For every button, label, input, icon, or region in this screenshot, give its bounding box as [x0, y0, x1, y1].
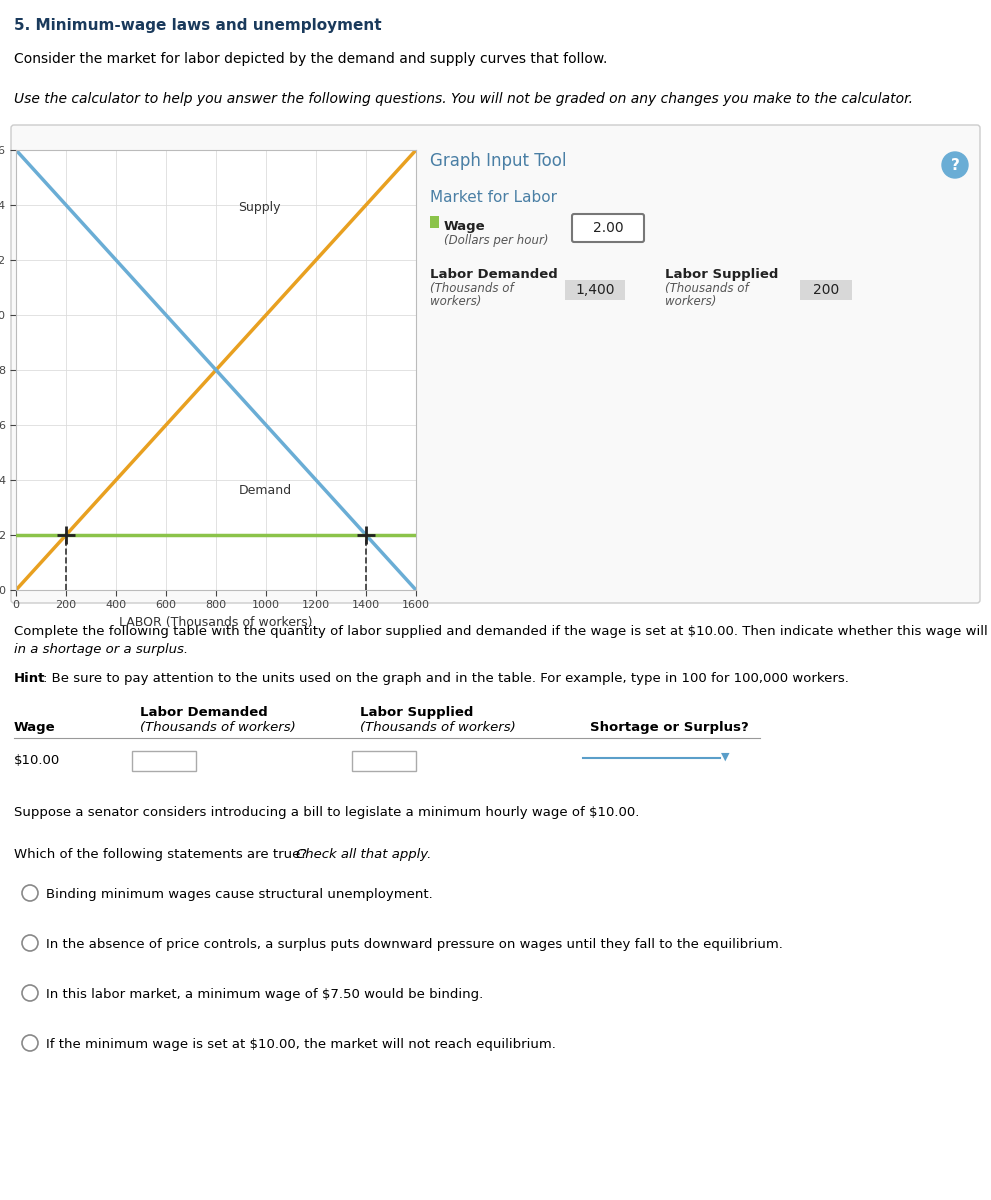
- Text: ?: ?: [950, 157, 959, 173]
- Bar: [800, 280, 852, 300]
- Text: 1,400: 1,400: [575, 283, 614, 296]
- Text: Labor Supplied: Labor Supplied: [360, 706, 474, 719]
- Text: Labor Demanded: Labor Demanded: [140, 706, 268, 719]
- Text: Market for Labor: Market for Labor: [430, 190, 557, 205]
- Text: Complete the following table with the quantity of labor supplied and demanded if: Complete the following table with the qu…: [14, 625, 991, 638]
- Text: If the minimum wage is set at $10.00, the market will not reach equilibrium.: If the minimum wage is set at $10.00, th…: [46, 1038, 556, 1051]
- Text: Which of the following statements are true?: Which of the following statements are tr…: [14, 848, 311, 862]
- Bar: [565, 280, 625, 300]
- FancyBboxPatch shape: [11, 125, 980, 602]
- Text: (Thousands of workers): (Thousands of workers): [360, 721, 515, 734]
- Text: workers): workers): [665, 295, 716, 308]
- Text: 2.00: 2.00: [593, 221, 623, 235]
- Text: Use the calculator to help you answer the following questions. You will not be g: Use the calculator to help you answer th…: [14, 92, 913, 106]
- Text: $10.00: $10.00: [14, 754, 60, 767]
- X-axis label: LABOR (Thousands of workers): LABOR (Thousands of workers): [119, 616, 313, 629]
- Text: : Be sure to pay attention to the units used on the graph and in the table. For : : Be sure to pay attention to the units …: [43, 672, 849, 685]
- FancyBboxPatch shape: [352, 751, 416, 770]
- Text: Graph Input Tool: Graph Input Tool: [430, 152, 567, 170]
- Text: Suppose a senator considers introducing a bill to legislate a minimum hourly wag: Suppose a senator considers introducing …: [14, 806, 639, 818]
- Text: Wage: Wage: [444, 220, 486, 233]
- Text: 5. Minimum-wage laws and unemployment: 5. Minimum-wage laws and unemployment: [14, 18, 382, 32]
- Text: Shortage or Surplus?: Shortage or Surplus?: [590, 721, 749, 734]
- Text: (Thousands of workers): (Thousands of workers): [140, 721, 295, 734]
- Text: Wage: Wage: [14, 721, 55, 734]
- Text: 200: 200: [813, 283, 839, 296]
- Text: Check all that apply.: Check all that apply.: [296, 848, 431, 862]
- Text: In this labor market, a minimum wage of $7.50 would be binding.: In this labor market, a minimum wage of …: [46, 988, 484, 1001]
- Text: in a shortage or a surplus.: in a shortage or a surplus.: [14, 643, 188, 656]
- FancyBboxPatch shape: [572, 214, 644, 242]
- Text: Supply: Supply: [239, 200, 281, 214]
- Text: (Dollars per hour): (Dollars per hour): [444, 234, 548, 247]
- Text: Demand: Demand: [239, 484, 291, 497]
- Text: In the absence of price controls, a surplus puts downward pressure on wages unti: In the absence of price controls, a surp…: [46, 938, 783, 950]
- Text: (Thousands of: (Thousands of: [430, 282, 513, 295]
- Text: Hint: Hint: [14, 672, 46, 685]
- Text: workers): workers): [430, 295, 482, 308]
- Text: Consider the market for labor depicted by the demand and supply curves that foll: Consider the market for labor depicted b…: [14, 52, 607, 66]
- Text: Binding minimum wages cause structural unemployment.: Binding minimum wages cause structural u…: [46, 888, 433, 901]
- Text: Labor Demanded: Labor Demanded: [430, 268, 558, 281]
- Circle shape: [942, 152, 968, 178]
- Bar: [430, 216, 439, 228]
- FancyBboxPatch shape: [132, 751, 196, 770]
- Text: ▼: ▼: [721, 752, 729, 762]
- Text: (Thousands of: (Thousands of: [665, 282, 748, 295]
- Text: Labor Supplied: Labor Supplied: [665, 268, 778, 281]
